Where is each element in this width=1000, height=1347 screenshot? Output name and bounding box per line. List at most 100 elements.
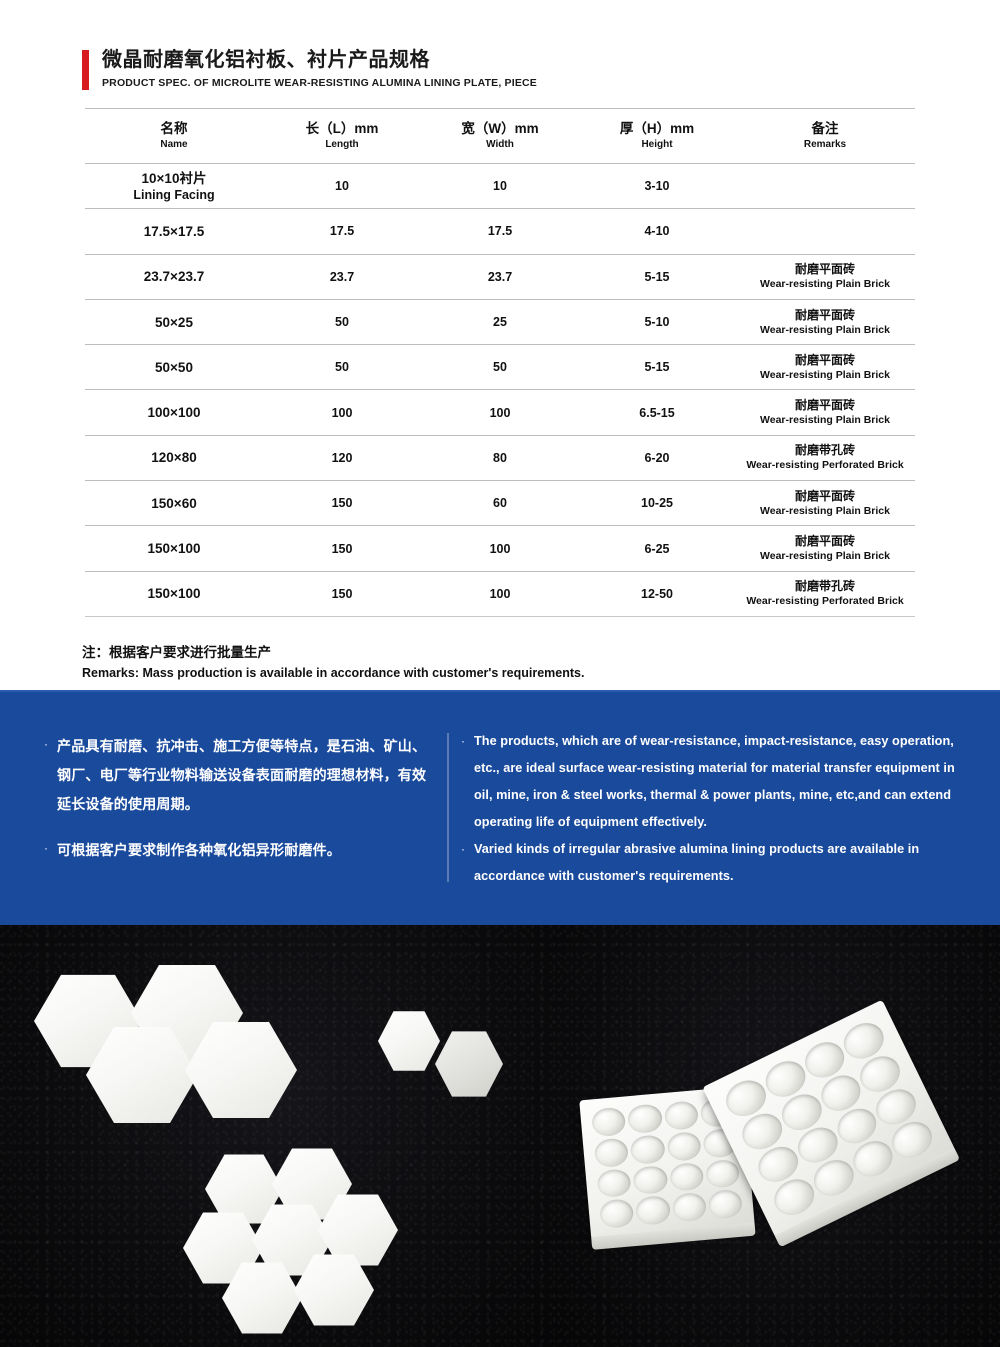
page-header: 微晶耐磨氧化铝衬板、衬片产品规格 PRODUCT SPEC. OF MICROL…: [0, 0, 1000, 108]
bullet-dot-icon: ·: [461, 734, 465, 748]
cell-length: 17.5: [263, 208, 421, 255]
cell-name-cn: 150×100: [147, 541, 201, 557]
cell-width-value: 60: [493, 496, 507, 511]
spec-table: 名称 Name 长（L）mm Length 宽（W）mm Width 厚（H）m…: [85, 108, 915, 617]
cell-remarks-cn: 耐磨带孔砖: [794, 579, 855, 594]
cell-width: 10: [421, 162, 579, 210]
header-inner: 微晶耐磨氧化铝衬板、衬片产品规格 PRODUCT SPEC. OF MICROL…: [82, 48, 537, 91]
cell-name: 17.5×17.5: [85, 208, 263, 255]
cell-height-value: 12-50: [641, 586, 673, 601]
cell-remarks-en: Wear-resisting Plain Brick: [760, 504, 890, 517]
cell-name-en: Lining Facing: [133, 187, 215, 202]
cell-remarks-cn: 耐磨平面砖: [794, 352, 855, 367]
cell-height: 6.5-15: [579, 389, 735, 436]
cell-length: 10: [263, 162, 421, 210]
bullet-dot-icon: ·: [44, 841, 48, 855]
cell-remarks-cn: 耐磨带孔砖: [794, 443, 855, 458]
cell-width: 17.5: [421, 208, 579, 255]
column-header-length-cn: 长（L）mm: [305, 121, 379, 136]
table-row: 10×10衬片 Lining Facing 10 10 3-10: [85, 162, 915, 210]
cell-length: 50: [263, 344, 421, 391]
cell-name-cn: 100×100: [147, 405, 201, 421]
cell-name: 23.7×23.7: [85, 253, 263, 300]
dimpled-alumina-plates-photo: [557, 925, 1000, 1347]
cell-length: 150: [263, 480, 421, 527]
cell-remarks-en: Wear-resisting Perforated Brick: [746, 595, 904, 608]
column-header-height-en: Height: [641, 139, 673, 150]
cell-height: 5-10: [579, 298, 735, 346]
cell-height: 3-10: [579, 162, 735, 210]
cell-height-value: 10-25: [641, 496, 673, 511]
note-text-en: Remarks: Mass production is available in…: [82, 666, 585, 680]
cell-remarks-en: Wear-resisting Perforated Brick: [746, 459, 904, 472]
cell-name: 120×80: [85, 434, 263, 482]
cell-name-cn: 50×25: [155, 314, 193, 330]
cell-width-value: 10: [493, 179, 507, 194]
table-row: 23.7×23.7 23.7 23.7 5-15 耐磨平面砖 Wear-resisting…: [85, 253, 915, 300]
spec-table-wrap: 名称 Name 长（L）mm Length 宽（W）mm Width 厚（H）m…: [85, 108, 915, 617]
note-text-cn: 注：根据客户要求进行批量生产: [82, 645, 271, 660]
cell-name-cn: 150×60: [151, 495, 197, 511]
cell-length-value: 50: [335, 360, 349, 375]
features-panel: NAMITER ·产品具有耐磨、抗冲击、施工方便等特点，是石油、矿山、钢厂、电厂…: [0, 690, 1000, 925]
column-divider: [447, 733, 449, 882]
cell-height-value: 6-20: [644, 450, 670, 465]
header-text-group: 微晶耐磨氧化铝衬板、衬片产品规格 PRODUCT SPEC. OF MICROL…: [102, 48, 537, 91]
bullet-dot-icon: ·: [461, 842, 465, 856]
cell-name: 10×10衬片 Lining Facing: [85, 162, 263, 210]
cell-length-value: 17.5: [329, 224, 355, 239]
cell-remarks: 耐磨平面砖 Wear-resisting Plain Brick: [735, 525, 915, 572]
cell-remarks-en: Wear-resisting Plain Brick: [760, 550, 890, 563]
column-header-width-en: Width: [486, 139, 514, 150]
cell-remarks-cn: 耐磨平面砖: [794, 398, 855, 413]
cell-name-cn: 23.7×23.7: [143, 269, 205, 285]
table-row: 50×25 50 25 5-10 耐磨平面砖 Wear-resisting Plain B…: [85, 298, 915, 346]
cell-remarks-cn: 耐磨平面砖: [794, 534, 855, 549]
column-header-remarks-en: Remarks: [803, 139, 847, 150]
cell-remarks-en: Wear-resisting Plain Brick: [760, 323, 890, 336]
feature-en-text: Varied kinds of irregular abrasive alumi…: [474, 842, 920, 883]
cell-remarks: 耐磨平面砖 Wear-resisting Plain Brick: [735, 480, 915, 527]
cell-remarks: 耐磨带孔砖 Wear-resisting Perforated Brick: [735, 570, 915, 617]
column-header-height-cn: 厚（H）mm: [619, 121, 695, 136]
feature-en-item: · The products, which are of wear-resista…: [461, 728, 961, 836]
cell-height: 6-20: [579, 434, 735, 482]
cell-width-value: 25: [493, 315, 507, 330]
cell-remarks: 耐磨平面砖 Wear-resisting Plain Brick: [735, 253, 915, 300]
cell-height: 4-10: [579, 208, 735, 255]
cell-length: 50: [263, 298, 421, 346]
cell-name-cn: 17.5×17.5: [143, 223, 205, 239]
column-header-remarks-cn: 备注: [811, 121, 839, 136]
cell-height-value: 3-10: [644, 179, 670, 194]
cell-width-value: 17.5: [487, 224, 513, 239]
cell-width: 100: [421, 525, 579, 572]
cell-width-value: 100: [489, 541, 511, 556]
column-header-name: 名称 Name: [85, 108, 263, 164]
table-row: 150×100 150 100 12-50 耐磨带孔砖 Wear-resisting Pe…: [85, 570, 915, 617]
cell-width: 100: [421, 389, 579, 436]
cell-length: 150: [263, 525, 421, 572]
cell-height-value: 5-15: [644, 360, 670, 375]
table-row: 120×80 120 80 6-20 耐磨带孔砖 Wear-resisting Perfo…: [85, 434, 915, 482]
spec-table-body: 10×10衬片 Lining Facing 10 10 3-10 17.5×17.5 17.…: [85, 162, 915, 617]
feature-cn-item: · 可根据客户要求制作各种氧化铝异形耐磨件。: [44, 836, 434, 865]
cell-width-value: 50: [493, 360, 507, 375]
cell-remarks-cn: 耐磨平面砖: [794, 307, 855, 322]
product-photo-strip: [0, 925, 1000, 1347]
column-header-width: 宽（W）mm Width: [421, 108, 579, 164]
cell-height-value: 6.5-15: [639, 405, 675, 420]
hex-tile-small: [435, 1031, 503, 1097]
cell-length-value: 50: [335, 315, 349, 330]
cell-height: 10-25: [579, 480, 735, 527]
cell-name: 100×100: [85, 389, 263, 436]
cell-height-value: 5-10: [644, 315, 670, 330]
cell-height-value: 5-15: [644, 269, 670, 284]
cell-name: 50×25: [85, 298, 263, 346]
table-note: 注：根据客户要求进行批量生产 Remarks: Mass production …: [82, 642, 584, 683]
column-header-width-cn: 宽（W）mm: [461, 121, 539, 136]
feature-cn-item: · 产品具有耐磨、抗冲击、施工方便等特点，是石油、矿山、钢厂、电厂等行业物料输送设…: [44, 732, 434, 819]
table-header-row: 名称 Name 长（L）mm Length 宽（W）mm Width 厚（H）m…: [85, 108, 915, 164]
column-header-height: 厚（H）mm Height: [579, 108, 735, 164]
table-row: 17.5×17.5 17.5 17.5 4-10: [85, 208, 915, 255]
cell-length-value: 150: [331, 496, 353, 511]
